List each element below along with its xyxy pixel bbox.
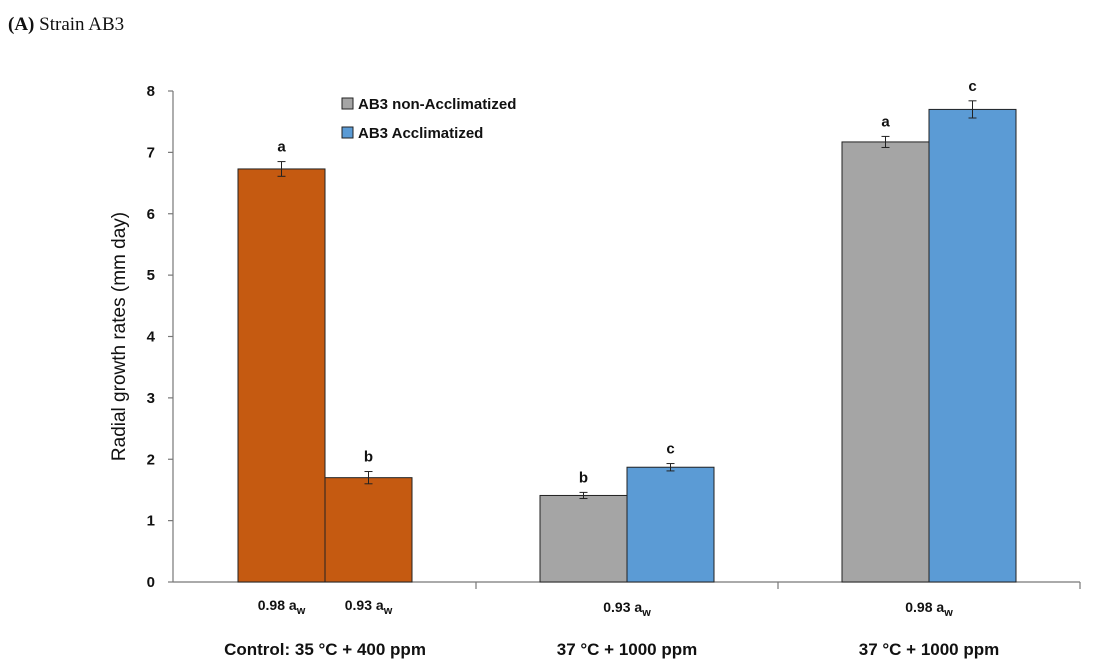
significance-letter: a: [881, 113, 890, 130]
bar: [237, 168, 326, 583]
group-label: 37 °C + 1000 ppm: [859, 640, 1000, 659]
y-tick-label: 0: [147, 574, 155, 591]
bar: [539, 494, 628, 583]
panel-title: Strain AB3: [39, 14, 125, 35]
significance-letter: b: [579, 469, 588, 486]
bar: [324, 477, 413, 583]
legend-label: AB3 non-Acclimatized: [358, 96, 516, 113]
significance-letter: a: [277, 139, 286, 156]
bar: [928, 108, 1017, 583]
bar-category-label: 0.93 aw: [345, 597, 393, 617]
y-tick-label: 4: [147, 329, 156, 346]
labels: a 0.98 aw b 0.93 aw Control: 35 °C + 400 ppm…: [224, 78, 999, 659]
y-tick-label: 1: [147, 513, 155, 530]
legend-swatch: [341, 126, 354, 139]
significance-letter: b: [364, 449, 373, 466]
legend-swatch: [341, 97, 354, 110]
y-tick-label: 7: [147, 144, 155, 161]
legend: AB3 non-Acclimatized AB3 Acclimatized: [341, 96, 516, 142]
group-aw-label: 0.93 aw: [603, 599, 651, 619]
legend-label: AB3 Acclimatized: [358, 125, 483, 142]
y-tick-label: 5: [147, 267, 155, 284]
panel-label: (A) Strain AB3: [8, 14, 124, 36]
significance-letter: c: [666, 441, 674, 458]
y-tick-label: 6: [147, 206, 155, 223]
bar-category-label: 0.98 aw: [258, 597, 306, 617]
y-tick-label: 8: [147, 83, 155, 100]
group-label: 37 °C + 1000 ppm: [557, 640, 698, 659]
panel-letter: (A): [8, 14, 35, 35]
y-axis-label: Radial growth rates (mm day): [109, 212, 130, 461]
significance-letter: c: [968, 78, 976, 95]
bars: [237, 100, 1017, 583]
group-label: Control: 35 °C + 400 ppm: [224, 640, 426, 659]
group-aw-label: 0.98 aw: [905, 599, 953, 619]
bar: [626, 466, 715, 583]
y-tick-label: 2: [147, 451, 155, 468]
bar: [841, 141, 930, 583]
y-tick-label: 3: [147, 390, 155, 407]
